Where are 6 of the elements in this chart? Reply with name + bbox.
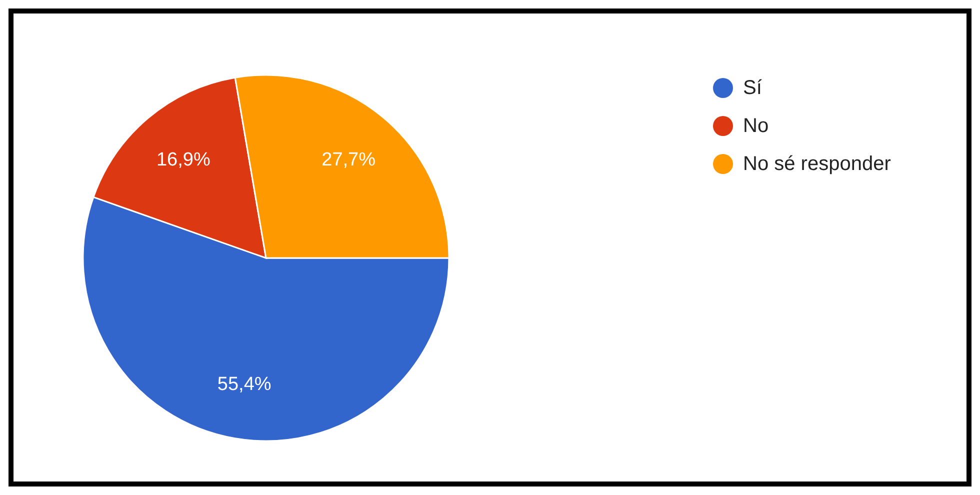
legend-label: No: [743, 115, 769, 137]
legend-label: Sí: [743, 77, 762, 99]
data-label: 55,4%: [217, 374, 272, 395]
data-label: 27,7%: [322, 150, 376, 171]
data-label: 16,9%: [156, 150, 210, 171]
legend-label: No sé responder: [743, 153, 892, 175]
